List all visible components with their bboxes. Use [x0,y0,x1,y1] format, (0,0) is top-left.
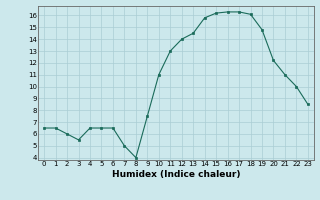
X-axis label: Humidex (Indice chaleur): Humidex (Indice chaleur) [112,170,240,179]
